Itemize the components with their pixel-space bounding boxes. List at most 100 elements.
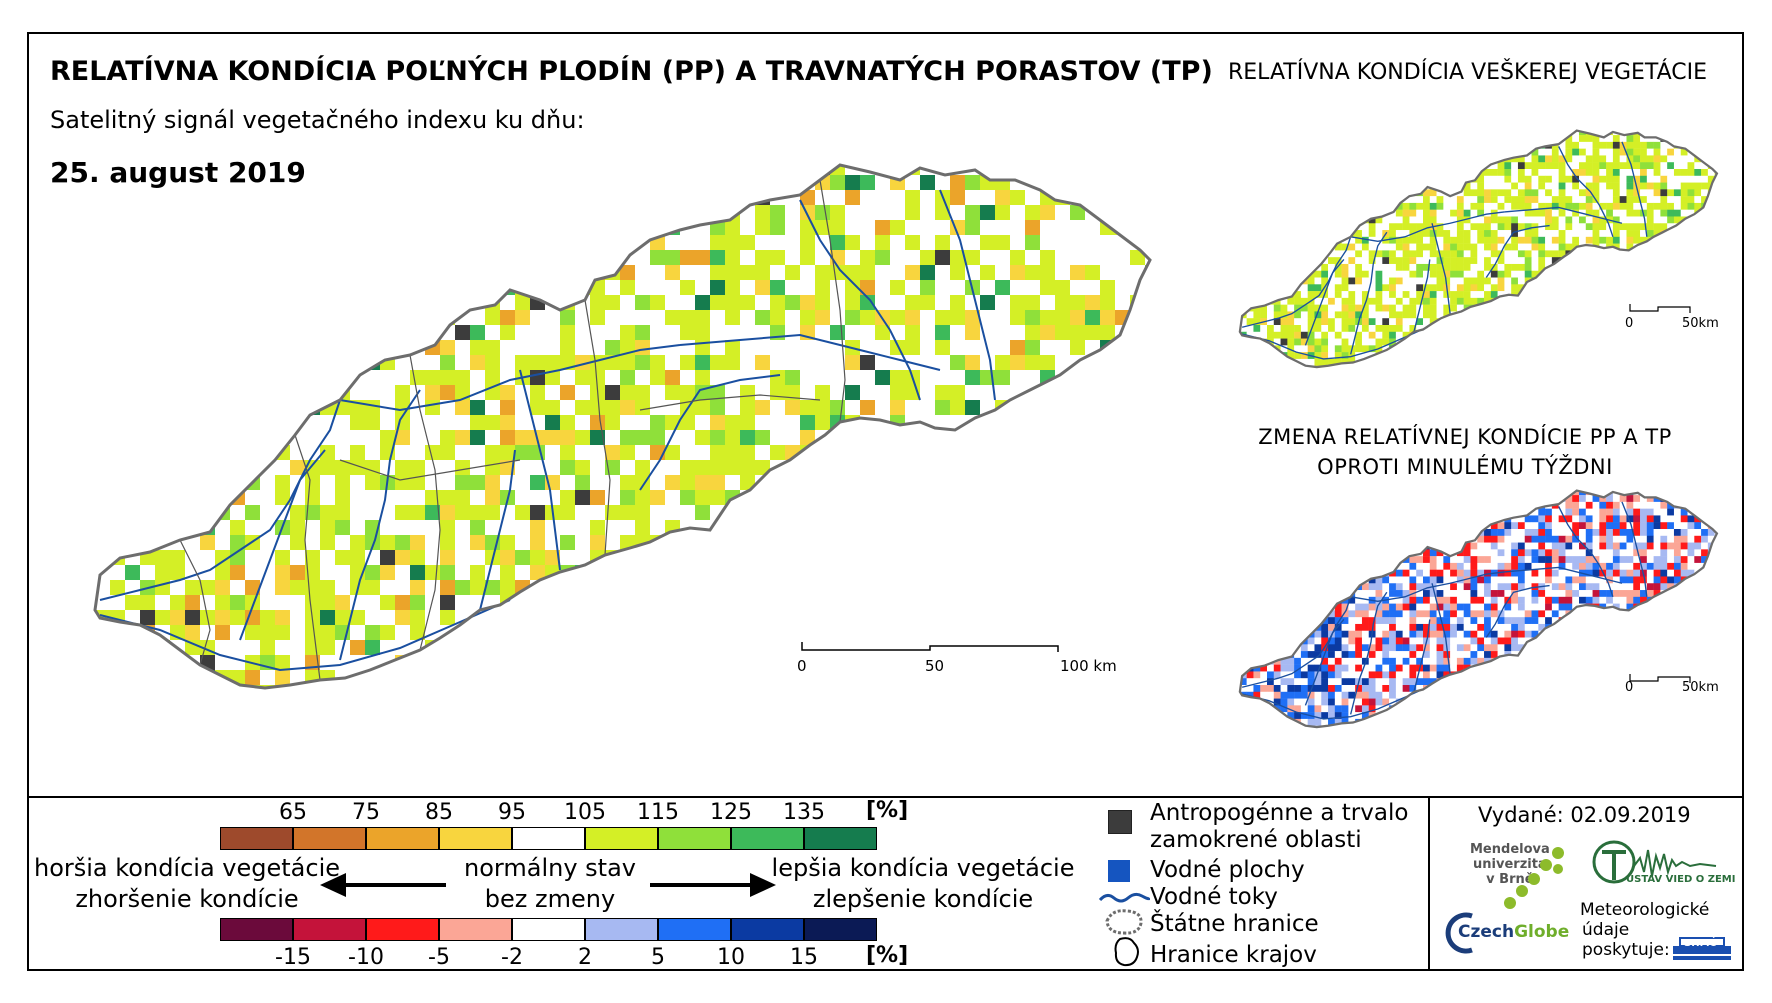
map-cell bbox=[995, 670, 1011, 686]
map-cell bbox=[830, 165, 846, 176]
map-cell bbox=[395, 595, 411, 611]
map-cell bbox=[650, 520, 666, 536]
map-cell bbox=[860, 565, 876, 581]
map-cell bbox=[1348, 223, 1356, 231]
map-cell bbox=[815, 520, 831, 536]
map-cell bbox=[1592, 175, 1600, 183]
map-cell bbox=[425, 505, 441, 521]
map-cell bbox=[1429, 135, 1437, 143]
map-cell bbox=[1375, 141, 1383, 149]
map-cell bbox=[695, 430, 711, 446]
map-cell bbox=[695, 175, 711, 191]
map-cell bbox=[1314, 345, 1322, 353]
map-cell bbox=[1040, 400, 1056, 416]
map-cell bbox=[605, 325, 621, 341]
map-cell bbox=[1429, 284, 1437, 292]
map-cell bbox=[1239, 318, 1241, 326]
map-cell bbox=[1070, 265, 1086, 281]
map-cell bbox=[1443, 338, 1451, 346]
map-cell bbox=[425, 385, 441, 401]
map-cell bbox=[1524, 135, 1532, 143]
map-cell bbox=[860, 685, 876, 688]
map-cell bbox=[1490, 325, 1498, 333]
map-cell bbox=[1450, 250, 1458, 258]
map-cell bbox=[1619, 196, 1627, 204]
map-cell bbox=[515, 445, 531, 461]
map-cell bbox=[260, 430, 276, 446]
map-cell bbox=[95, 640, 96, 656]
map-cell bbox=[665, 205, 681, 221]
map-cell bbox=[1667, 148, 1675, 156]
map-cell bbox=[905, 520, 921, 536]
map-cell bbox=[1450, 155, 1458, 163]
map-cell bbox=[545, 625, 561, 641]
map-cell bbox=[1055, 310, 1071, 326]
map-cell bbox=[980, 310, 996, 326]
map-cell bbox=[1395, 175, 1403, 183]
map-cell bbox=[935, 445, 951, 461]
map-cell bbox=[905, 190, 921, 206]
map-cell bbox=[1239, 250, 1247, 258]
map-cell bbox=[1260, 263, 1268, 271]
map-cell bbox=[1477, 230, 1485, 238]
map-cell bbox=[905, 205, 921, 221]
map-cell bbox=[1633, 216, 1641, 224]
map-cell bbox=[1334, 223, 1342, 231]
map-cell bbox=[845, 625, 861, 641]
map-cell bbox=[620, 475, 636, 491]
map-cell bbox=[1280, 331, 1288, 339]
map-cell bbox=[1300, 135, 1308, 143]
map-cell bbox=[500, 550, 516, 566]
map-cell bbox=[875, 445, 891, 461]
map-cell bbox=[470, 220, 486, 236]
report-date: 25. august 2019 bbox=[50, 156, 306, 189]
map-cell bbox=[1239, 345, 1247, 353]
map-cell bbox=[725, 250, 741, 266]
map-cell bbox=[1239, 175, 1247, 183]
map-cell bbox=[695, 355, 711, 371]
map-cell bbox=[1680, 169, 1688, 177]
map-cell bbox=[965, 460, 981, 476]
map-cell bbox=[830, 550, 846, 566]
map-cell bbox=[170, 610, 186, 626]
map-cell bbox=[1402, 216, 1410, 224]
map-cell bbox=[1055, 535, 1071, 551]
map-cell bbox=[815, 595, 831, 611]
map-cell bbox=[95, 625, 111, 641]
map-cell bbox=[770, 165, 786, 176]
map-cell bbox=[1368, 130, 1376, 136]
map-cell bbox=[1395, 182, 1403, 190]
map-cell bbox=[725, 655, 741, 671]
map-cell bbox=[95, 655, 96, 671]
map-cell bbox=[1558, 141, 1566, 149]
map-cell bbox=[875, 400, 891, 416]
map-cell bbox=[1470, 331, 1478, 339]
map-cell bbox=[575, 415, 591, 431]
map-cell bbox=[530, 220, 546, 236]
map-cell bbox=[860, 445, 876, 461]
map-cell bbox=[110, 685, 126, 688]
map-cell bbox=[1375, 230, 1383, 238]
map-cell bbox=[680, 535, 696, 551]
map-cell bbox=[1511, 141, 1519, 149]
map-cell bbox=[1633, 135, 1641, 143]
map-cell bbox=[1368, 338, 1376, 346]
map-cell bbox=[1531, 331, 1539, 339]
map-cell bbox=[230, 445, 246, 461]
map-cell bbox=[1361, 345, 1369, 353]
map-cell bbox=[140, 430, 156, 446]
map-cell bbox=[215, 190, 231, 206]
map-cell bbox=[605, 385, 621, 401]
map-cell bbox=[830, 610, 846, 626]
map-cell bbox=[1321, 270, 1329, 278]
map-cell bbox=[95, 355, 111, 371]
map-cell bbox=[1382, 189, 1390, 197]
map-cell bbox=[1239, 130, 1241, 136]
map-cell bbox=[185, 445, 201, 461]
map-cell bbox=[110, 505, 126, 521]
map-cell bbox=[1599, 135, 1607, 143]
map-cell bbox=[155, 685, 171, 688]
map-cell bbox=[1517, 162, 1525, 170]
map-cell bbox=[320, 475, 336, 491]
map-cell bbox=[95, 310, 96, 326]
